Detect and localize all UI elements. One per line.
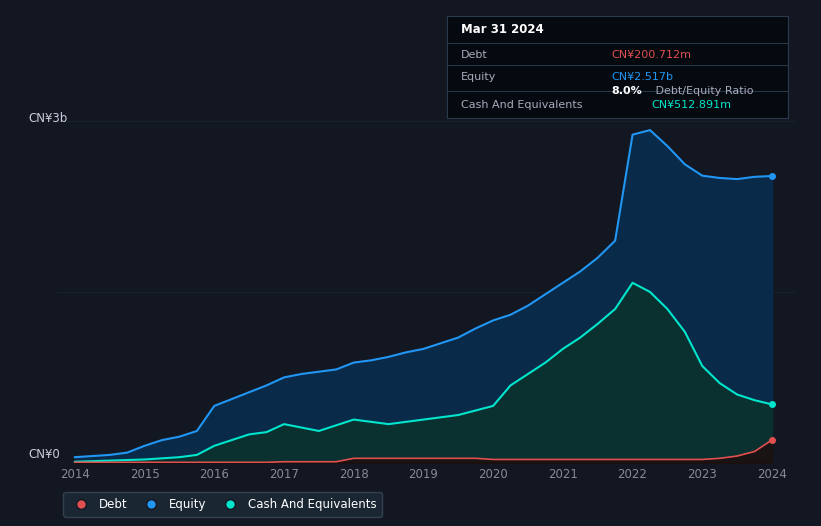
Text: Equity: Equity <box>461 72 497 83</box>
Text: Debt/Equity Ratio: Debt/Equity Ratio <box>652 86 754 96</box>
Legend: Debt, Equity, Cash And Equivalents: Debt, Equity, Cash And Equivalents <box>63 492 382 517</box>
Text: Cash And Equivalents: Cash And Equivalents <box>461 100 583 110</box>
Text: Debt: Debt <box>461 50 488 60</box>
Text: CN¥200.712m: CN¥200.712m <box>611 50 691 60</box>
Text: CN¥0: CN¥0 <box>29 449 61 461</box>
Text: Mar 31 2024: Mar 31 2024 <box>461 23 544 36</box>
Text: CN¥512.891m: CN¥512.891m <box>652 100 732 110</box>
Text: CN¥3b: CN¥3b <box>29 112 68 125</box>
Text: 8.0%: 8.0% <box>611 86 642 96</box>
Text: CN¥2.517b: CN¥2.517b <box>611 72 673 83</box>
